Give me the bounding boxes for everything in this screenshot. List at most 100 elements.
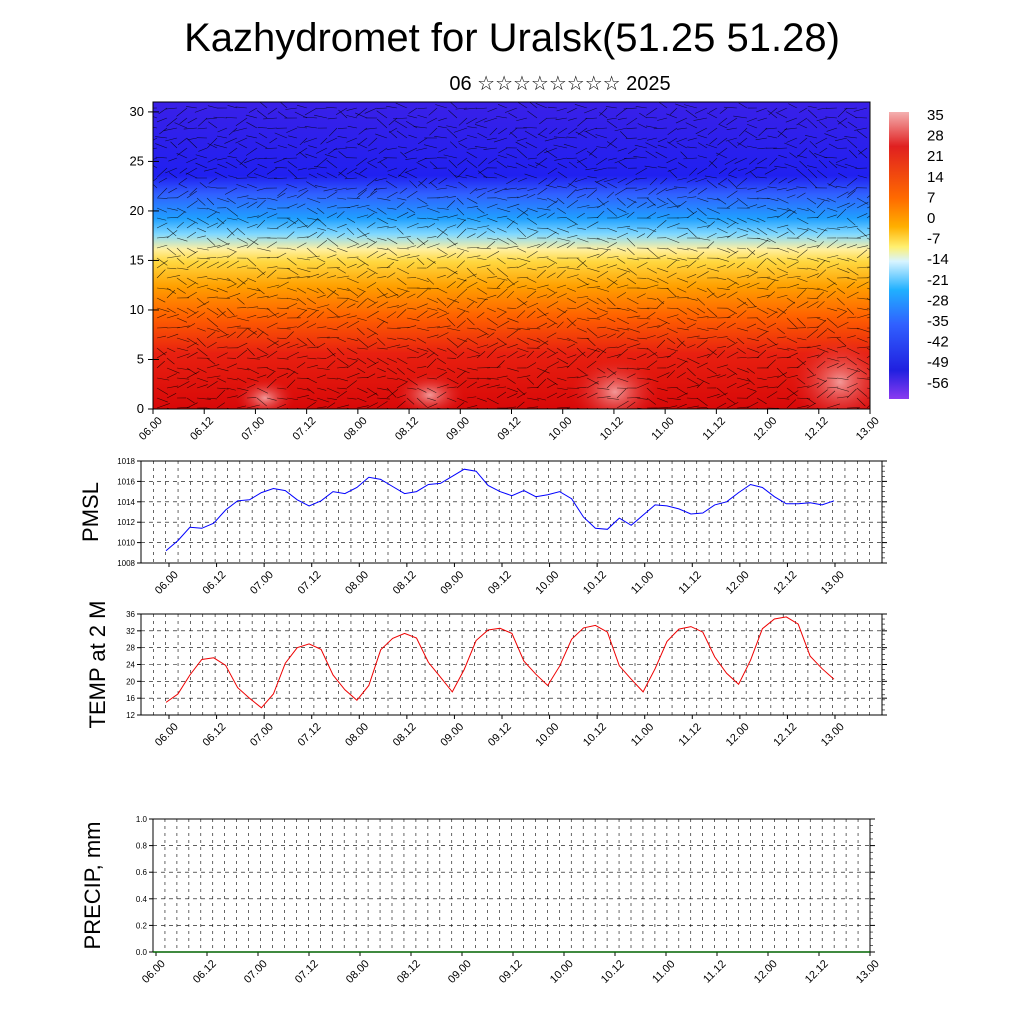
wind-vector [676,340,685,349]
wind-vector [656,339,666,349]
wind-vector [516,227,527,238]
wind-vector [556,227,570,233]
wind-vector [156,387,169,395]
wind-vector [406,377,418,386]
wind-vector [766,207,777,212]
wind-vector [646,284,659,289]
wind-vector [675,117,688,124]
wind-vector [166,289,176,299]
wind-vector [675,103,688,109]
wind-vector [356,189,367,199]
wind-vector [436,307,448,313]
wind-vector [756,197,770,199]
wind-vector [808,150,818,159]
wind-vector [366,332,377,339]
wind-vector [178,177,188,185]
wind-vector [396,394,407,399]
wind-vector [576,227,586,230]
wind-vector [196,337,206,347]
wind-vector [826,197,836,203]
wind-vector [346,360,358,369]
wind-vector [656,287,669,289]
x-tick-label: 06.00 [140,958,168,986]
wind-vector [826,390,836,399]
wind-vector [346,237,360,245]
wind-vector [406,397,415,405]
wind-vector [476,297,488,300]
wind-vector [804,135,818,139]
wind-vector [836,267,850,274]
wind-vector [296,297,307,306]
wind-vector [789,152,798,159]
wind-vector [206,296,218,299]
wind-vector [176,237,188,242]
wind-vector [746,306,757,309]
wind-vector [256,354,268,359]
wind-vector [726,281,737,289]
wind-vector [286,371,296,379]
wind-vector [226,277,236,285]
wind-vector [386,305,399,309]
wind-vector [756,349,767,359]
wind-vector [616,343,627,349]
wind-vector [856,249,868,259]
wind-vector [585,167,598,171]
wind-vector [466,377,480,380]
wind-vector [486,137,498,141]
wind-vector [476,225,490,229]
wind-vector [376,357,389,365]
wind-vector [276,337,287,340]
wind-vector [496,197,508,201]
wind-vector [575,147,588,155]
wind-vector [796,385,810,389]
wind-vector [606,227,617,232]
wind-vector [366,297,376,304]
wind-vector [276,397,288,400]
wind-vector [396,277,407,286]
x-tick-label: 06.00 [153,569,181,597]
wind-vector [556,337,571,341]
wind-vector [235,137,248,144]
wind-vector [786,399,797,409]
wind-vector [256,219,266,229]
wind-vector [696,377,710,385]
wind-vector [166,267,177,270]
wind-vector [246,201,258,209]
wind-vector [243,157,258,164]
wind-vector [716,321,726,329]
wind-vector [696,327,709,332]
wind-vector [616,197,626,206]
wind-vector [165,107,178,110]
x-tick-label: 10.12 [581,569,609,597]
wind-vector [416,387,427,393]
wind-vector [367,157,378,163]
wind-vector [474,124,488,129]
wind-vector [207,105,218,109]
x-tick-label: 08.00 [344,958,372,986]
wind-vector [556,406,571,409]
wind-vector [736,357,747,359]
wind-vector [416,277,430,283]
wind-vector [556,185,568,189]
wind-vector [346,372,360,379]
wind-vector [536,227,548,229]
wind-vector [866,267,870,269]
wind-vector [516,194,528,199]
wind-vector [276,367,290,370]
wind-vector [626,327,640,333]
wind-vector [326,106,338,109]
wind-vector [276,297,288,299]
wind-vector [426,287,439,289]
wind-vector [676,337,686,347]
wind-vector [726,117,738,126]
wind-vector [696,307,706,314]
wind-vector [426,297,439,303]
wind-vector [856,387,868,397]
wind-vector [465,174,478,179]
wind-vector [766,311,778,319]
wind-vector [176,190,189,199]
wind-vector [706,197,721,201]
wind-vector [166,287,177,295]
wind-vector [493,172,508,179]
wind-vector [716,147,728,156]
